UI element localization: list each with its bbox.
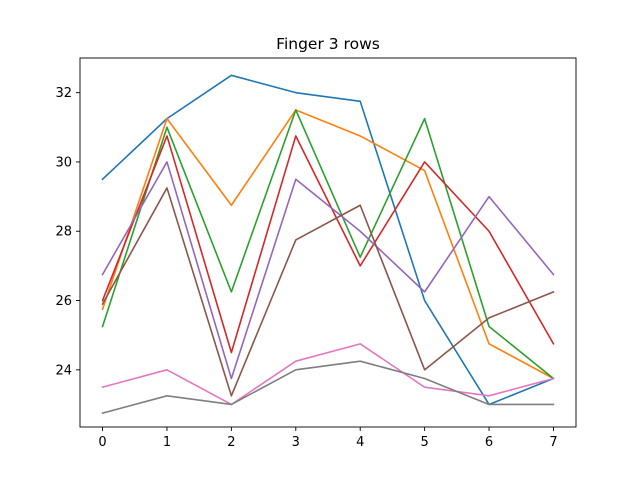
series-line-1 [101, 74, 555, 406]
x-tick-label: 6 [485, 435, 493, 450]
y-tick-label: 28 [55, 225, 72, 240]
x-tick-label: 5 [420, 435, 428, 450]
chart-title: Finger 3 rows [276, 35, 380, 53]
y-tick-label: 32 [55, 86, 72, 101]
axes-layer: 0 1 2 3 4 5 6 7 24 26 28 30 32 [55, 57, 577, 450]
series-line-8 [101, 360, 555, 415]
y-tick-label: 24 [55, 363, 72, 378]
x-tick-label: 0 [98, 435, 106, 450]
plot-frame [79, 57, 577, 428]
series-line-4 [101, 135, 555, 354]
x-tick-label: 3 [292, 435, 300, 450]
series-line-2 [101, 109, 555, 380]
y-tick-label: 26 [55, 294, 72, 309]
y-tick-label: 30 [55, 155, 72, 170]
x-tick-label: 1 [163, 435, 171, 450]
x-tick-label: 2 [227, 435, 235, 450]
x-tick-label: 7 [549, 435, 557, 450]
series-line-5 [101, 161, 555, 380]
x-tick-label: 4 [356, 435, 364, 450]
series-line-7 [101, 343, 555, 406]
series-line-6 [101, 187, 555, 397]
series-layer [101, 74, 555, 415]
series-line-3 [101, 109, 555, 380]
